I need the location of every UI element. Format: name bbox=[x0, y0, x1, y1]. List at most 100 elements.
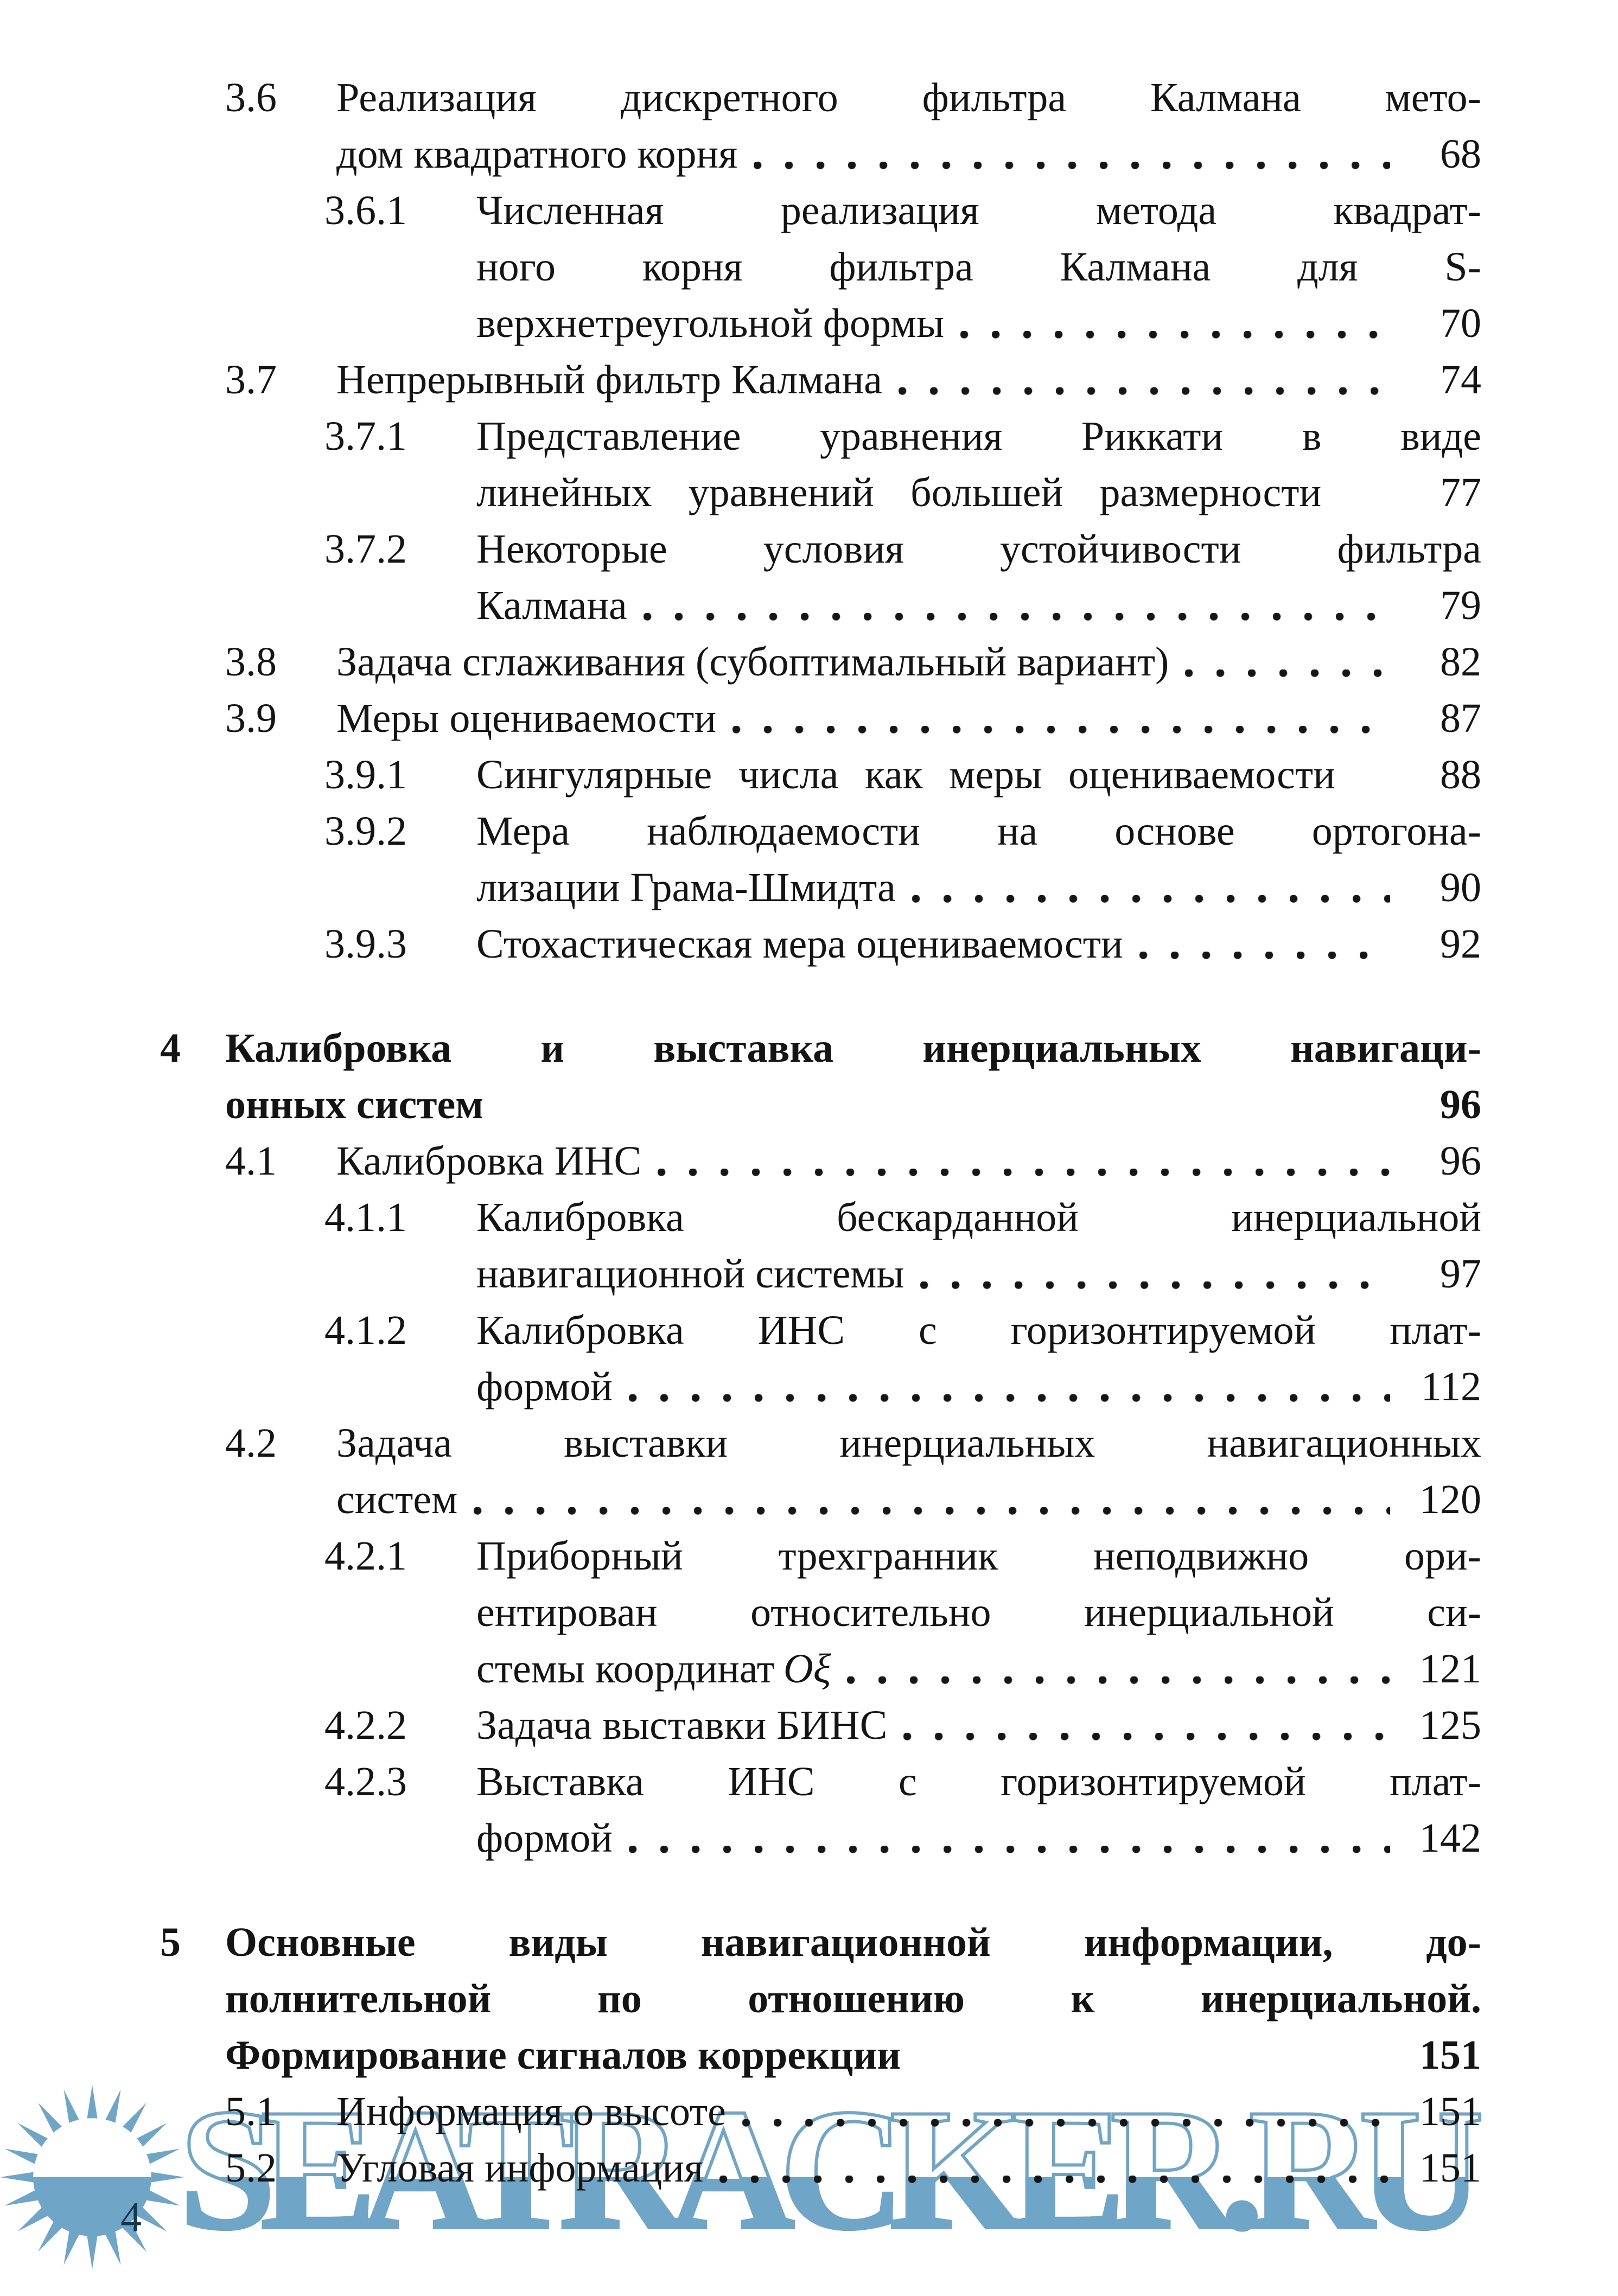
toc-entry-text: Некоторые условия устойчивости фильтра bbox=[476, 526, 1481, 572]
toc-row: 5 Основные виды навигационной информации,… bbox=[0, 1914, 1618, 1970]
toc-entry-text: линейных уравнений большей размерности bbox=[476, 470, 1322, 515]
toc-entry-text: Непрерывный фильтр Калмана bbox=[336, 357, 882, 403]
toc-row: 3.8 Задача сглаживания (субоптимальный ва… bbox=[0, 634, 1618, 690]
dot-leader bbox=[916, 1246, 1390, 1302]
toc-entry-number: 4.1.2 bbox=[324, 1308, 407, 1353]
dot-leader bbox=[843, 1641, 1390, 1697]
toc-entry-text: Калибровка ИНС bbox=[336, 1138, 642, 1184]
toc-row: 4.2.2 Задача выставки БИНС 125 bbox=[0, 1697, 1618, 1753]
toc-row: 4.2 Задача выставки инерциальных навигаци… bbox=[0, 1415, 1618, 1471]
dot-leader bbox=[907, 859, 1390, 916]
toc-page-number: 151 bbox=[1419, 2032, 1481, 2078]
toc-entry-text: стемы координат Oξ bbox=[476, 1646, 831, 1692]
toc-page-number: 125 bbox=[1419, 1702, 1481, 1748]
toc-page-number: 121 bbox=[1419, 1646, 1481, 1692]
dot-leader bbox=[894, 352, 1390, 408]
toc-page-number: 88 bbox=[1440, 752, 1481, 798]
toc-entry-number: 3.9.1 bbox=[324, 752, 407, 798]
toc-page-number: 151 bbox=[1419, 2089, 1481, 2134]
dot-leader bbox=[956, 295, 1390, 352]
toc-list: 3.6 Реализация дискретного фильтра Калман… bbox=[0, 69, 1618, 2196]
toc-row: 5.2 Угловая информация 151 bbox=[0, 2140, 1618, 2196]
toc-entry-text: навигационной системы bbox=[476, 1251, 904, 1297]
dot-leader bbox=[639, 577, 1390, 634]
toc-entry-text: Основные виды навигационной информации, … bbox=[225, 1919, 1481, 1965]
toc-entry-number: 4.2.1 bbox=[324, 1533, 407, 1579]
toc-entry-number: 3.8 bbox=[225, 639, 277, 685]
toc-entry-text: систем bbox=[336, 1477, 458, 1522]
toc-entry-number: 5 bbox=[160, 1919, 181, 1965]
toc-entry-number: 3.6 bbox=[225, 75, 277, 120]
toc-entry-text: Мера наблюдаемости на основе ортогона- bbox=[476, 808, 1481, 854]
toc-row: 3.6.1 Численная реализация метода квадрат… bbox=[0, 182, 1618, 239]
toc-page-number: 97 bbox=[1440, 1251, 1481, 1297]
dot-leader bbox=[728, 690, 1390, 747]
toc-entry-text: лизации Грама-Шмидта bbox=[476, 865, 896, 910]
toc-entry-text: дом квадратного корня bbox=[336, 131, 738, 177]
toc-page-number: 77 bbox=[1440, 470, 1481, 515]
toc-entry-number: 3.7 bbox=[225, 357, 277, 403]
sun-logo bbox=[0, 2085, 184, 2269]
toc-entry-text: Информация о высоте bbox=[336, 2089, 726, 2134]
toc-entry-number: 3.9.2 bbox=[324, 808, 407, 854]
toc-row: стемы координат Oξ 121 bbox=[0, 1641, 1618, 1697]
toc-page-number: 142 bbox=[1419, 1815, 1481, 1861]
toc-row: систем 120 bbox=[0, 1471, 1618, 1528]
toc-row: ентирован относительно инерциальной си- bbox=[0, 1584, 1618, 1641]
dot-leader bbox=[1135, 916, 1390, 972]
toc-entry-text: Калмана bbox=[476, 583, 627, 628]
dot-leader bbox=[624, 1359, 1390, 1415]
toc-row: 5.1 Информация о высоте 151 bbox=[0, 2083, 1618, 2140]
dot-leader bbox=[469, 1471, 1390, 1528]
toc-entry-number: 4.2.3 bbox=[324, 1759, 407, 1804]
toc-row: 4.1.1 Калибровка бескарданной инерциально… bbox=[0, 1189, 1618, 1246]
toc-entry-text: ентирован относительно инерциальной си- bbox=[476, 1590, 1481, 1635]
toc-page-number: 151 bbox=[1419, 2145, 1481, 2191]
toc-page-number: 79 bbox=[1440, 583, 1481, 628]
toc-row: формой 142 bbox=[0, 1810, 1618, 1866]
toc-entry-text: онных систем bbox=[225, 1082, 484, 1127]
toc-entry-text: ного корня фильтра Калмана для S- bbox=[476, 244, 1481, 290]
toc-entry-number: 5.2 bbox=[225, 2145, 277, 2191]
toc-row: дом квадратного корня 68 bbox=[0, 126, 1618, 182]
toc-entry-text: верхнетреугольной формы bbox=[476, 301, 945, 346]
toc-entry-text: формой bbox=[476, 1815, 613, 1861]
dot-leader bbox=[749, 126, 1390, 182]
toc-row: лизации Грама-Шмидта 90 bbox=[0, 859, 1618, 916]
toc-row: ного корня фильтра Калмана для S- bbox=[0, 239, 1618, 295]
toc-row: 3.7.1 Представление уравнения Риккати в в… bbox=[0, 408, 1618, 464]
toc-row: Формирование сигналов коррекции 151 bbox=[0, 2027, 1618, 2083]
toc-entry-number: 4.1.1 bbox=[324, 1195, 407, 1240]
toc-entry-text: Задача выставки БИНС bbox=[476, 1702, 888, 1748]
toc-entry-text: Калибровка и выставка инерциальных навиг… bbox=[225, 1025, 1481, 1071]
toc-page-number: 112 bbox=[1420, 1364, 1481, 1410]
toc-page-number: 70 bbox=[1440, 301, 1481, 346]
toc-entry-number: 4.1 bbox=[225, 1138, 277, 1184]
dot-leader bbox=[624, 1810, 1390, 1866]
toc-page-number: 82 bbox=[1440, 639, 1481, 685]
toc-entry-text: Угловая информация bbox=[336, 2145, 703, 2191]
toc-entry-text: Выставка ИНС с горизонтируемой плат- bbox=[476, 1759, 1481, 1804]
toc-entry-number: 5.1 bbox=[225, 2089, 277, 2134]
toc-entry-number: 3.9 bbox=[225, 696, 277, 741]
toc-page-number: 96 bbox=[1440, 1082, 1481, 1127]
toc-row: 4 Калибровка и выставка инерциальных нави… bbox=[0, 1020, 1618, 1076]
toc-row: 3.9.1 Сингулярные числа как меры оценивае… bbox=[0, 747, 1618, 803]
toc-row: 3.6 Реализация дискретного фильтра Калман… bbox=[0, 69, 1618, 126]
toc-row: онных систем 96 bbox=[0, 1076, 1618, 1133]
dot-leader bbox=[899, 1697, 1390, 1753]
toc-entry-text: Приборный трехгранник неподвижно ори- bbox=[476, 1533, 1481, 1579]
toc-entry-text: Представление уравнения Риккати в виде bbox=[476, 413, 1481, 459]
toc-row: 3.9.2 Мера наблюдаемости на основе ортого… bbox=[0, 803, 1618, 859]
toc-row: полнительной по отношению к инерциальной… bbox=[0, 1970, 1618, 2027]
toc-row: линейных уравнений большей размерности 77 bbox=[0, 464, 1618, 521]
toc-entry-text: Задача выставки инерциальных навигационн… bbox=[336, 1420, 1481, 1466]
toc-entry-text: Задача сглаживания (субоптимальный вариа… bbox=[336, 639, 1169, 685]
toc-row: 4.1 Калибровка ИНС 96 bbox=[0, 1133, 1618, 1189]
toc-row: 3.7 Непрерывный фильтр Калмана 74 bbox=[0, 352, 1618, 408]
toc-row: формой 112 bbox=[0, 1359, 1618, 1415]
math-symbol: Oξ bbox=[783, 1646, 831, 1692]
toc-row: 4.1.2 Калибровка ИНС с горизонтируемой пл… bbox=[0, 1302, 1618, 1359]
toc-entry-number: 4.2.2 bbox=[324, 1702, 407, 1748]
